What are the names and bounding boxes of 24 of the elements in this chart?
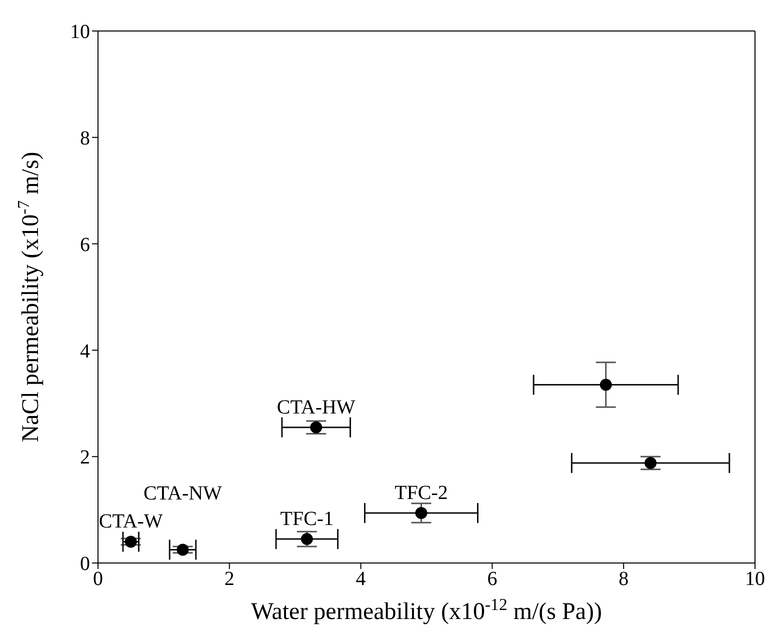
- point: [176, 544, 189, 556]
- point: [600, 378, 612, 391]
- x-tick-label: 10: [745, 568, 765, 590]
- point: [310, 421, 322, 434]
- point: [300, 533, 313, 546]
- x-tick-label: 6: [487, 568, 498, 590]
- x-tick-label: 8: [618, 568, 629, 590]
- point: [124, 536, 137, 548]
- x-axis-title: Water permeability (x10$^{-12}$ m/(s Pa)): [250, 594, 602, 625]
- annotation: CTA-HW: [276, 396, 356, 418]
- y-tick-label: 4: [80, 340, 90, 362]
- x-tick-label: 4: [356, 568, 366, 590]
- annotation: CTA-NW: [144, 482, 222, 505]
- y-tick-label: 6: [80, 234, 90, 256]
- annotation: TFC-2: [394, 482, 448, 504]
- point: [415, 506, 428, 519]
- x-tick-label: 2: [224, 568, 234, 590]
- y-tick-label: 10: [70, 21, 90, 44]
- y-tick-label: 2: [80, 446, 90, 469]
- y-tick-label: 0: [80, 553, 90, 576]
- annotation: TFC-1: [280, 508, 334, 530]
- annotation: CTA-W: [98, 510, 163, 533]
- y-tick-label: 8: [80, 128, 90, 150]
- point: [644, 456, 657, 469]
